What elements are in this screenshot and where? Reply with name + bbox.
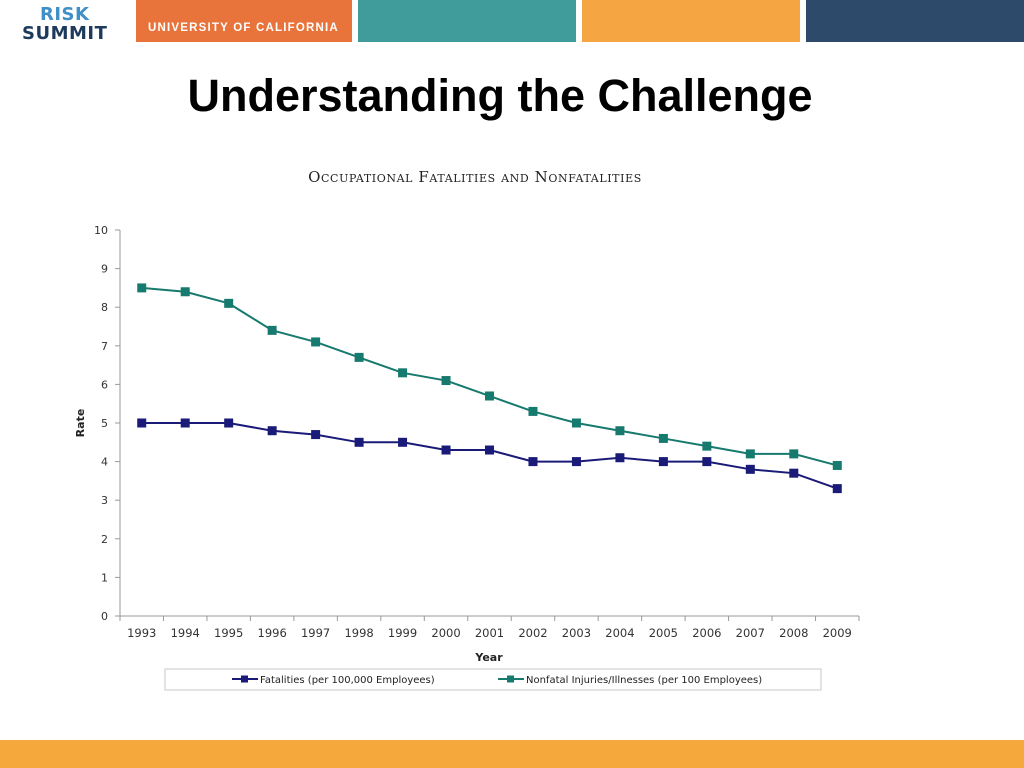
series-2-point [180,287,190,297]
series-1-point [180,418,190,428]
x-tick-label: 2004 [605,626,634,640]
logo-line-1: RISK [40,4,90,25]
logo-line-2: SUMMIT [22,23,108,44]
y-tick-label: 9 [101,263,108,276]
series-1-point [702,457,712,467]
y-tick-label: 4 [101,456,108,469]
x-tick-label: 2007 [736,626,765,640]
legend-label-2: Nonfatal Injuries/Illnesses (per 100 Emp… [526,675,762,686]
y-tick-label: 7 [101,340,108,353]
navy-band [806,0,1024,42]
x-tick-label: 1998 [344,626,373,640]
series-1-point [745,464,755,474]
y-axis-label: Rate [74,409,87,438]
y-tick-label: 10 [94,224,108,237]
series-2-point [441,376,451,386]
series-1-point [267,426,277,436]
legend-marker-2 [507,675,514,683]
x-tick-label: 1997 [301,626,330,640]
footer-bar [0,740,1024,768]
series-2-point [311,337,321,347]
x-tick-label: 2006 [692,626,721,640]
series-2-point [267,325,277,335]
y-tick-label: 8 [101,301,108,314]
series-1-point [441,445,451,455]
x-tick-label: 1993 [127,626,156,640]
y-tick-label: 5 [101,417,108,430]
y-tick-label: 6 [101,378,108,391]
y-tick-label: 3 [101,494,108,507]
series-2-point [137,283,147,293]
teal-band [358,0,576,42]
y-tick-label: 2 [101,533,108,546]
series-1-point [398,437,408,447]
series-1-point [137,418,147,428]
series-2-point [832,460,842,470]
series-1-point [354,437,364,447]
x-tick-label: 1995 [214,626,243,640]
legend-label-1: Fatalities (per 100,000 Employees) [260,675,435,686]
legend-box [164,668,822,691]
university-label: UNIVERSITY OF CALIFORNIA [148,22,339,34]
x-tick-label: 2002 [518,626,547,640]
legend-marker-1 [241,675,248,683]
series-1-point [528,457,538,467]
x-tick-label: 2009 [823,626,852,640]
x-tick-label: 1999 [388,626,417,640]
x-tick-label: 1996 [258,626,287,640]
x-tick-label: 1994 [171,626,200,640]
risk-summit-logo: RISK SUMMIT [22,5,122,43]
x-tick-label: 2005 [649,626,678,640]
series-line-2 [141,286,838,467]
series-1-point [832,484,842,494]
series-line-1 [141,422,838,490]
series-1-point [789,468,799,478]
x-tick-label: 2003 [562,626,591,640]
series-2-point [745,449,755,459]
series-2-point [615,426,625,436]
series-1-point [658,457,668,467]
series-2-point [702,441,712,451]
series-2-point [571,418,581,428]
series-1-point [485,445,494,455]
series-2-point [224,298,234,308]
x-axis-label: Year [474,651,503,664]
chart-title: Occupational Fatalities and Nonfatalitie… [308,168,642,186]
series-2-point [789,449,799,459]
slide-title: Understanding the Challenge [187,70,813,121]
series-1-point [311,430,321,440]
y-tick-label: 1 [101,571,108,584]
series-2-point [354,352,364,362]
series-1-point [224,418,234,428]
header-bar: RISK SUMMIT UNIVERSITY OF CALIFORNIA [0,0,1024,44]
x-tick-label: 2001 [475,626,504,640]
y-tick-label: 0 [101,610,108,623]
x-tick-label: 2000 [431,626,460,640]
series-2-point [658,433,668,443]
orange-band [582,0,800,42]
series-2-point [398,368,408,378]
university-band: UNIVERSITY OF CALIFORNIA [136,0,352,42]
series-1-point [571,457,581,467]
x-tick-label: 2008 [779,626,808,640]
series-2-point [528,406,538,416]
series-1-point [615,453,625,463]
series-2-point [485,391,494,401]
